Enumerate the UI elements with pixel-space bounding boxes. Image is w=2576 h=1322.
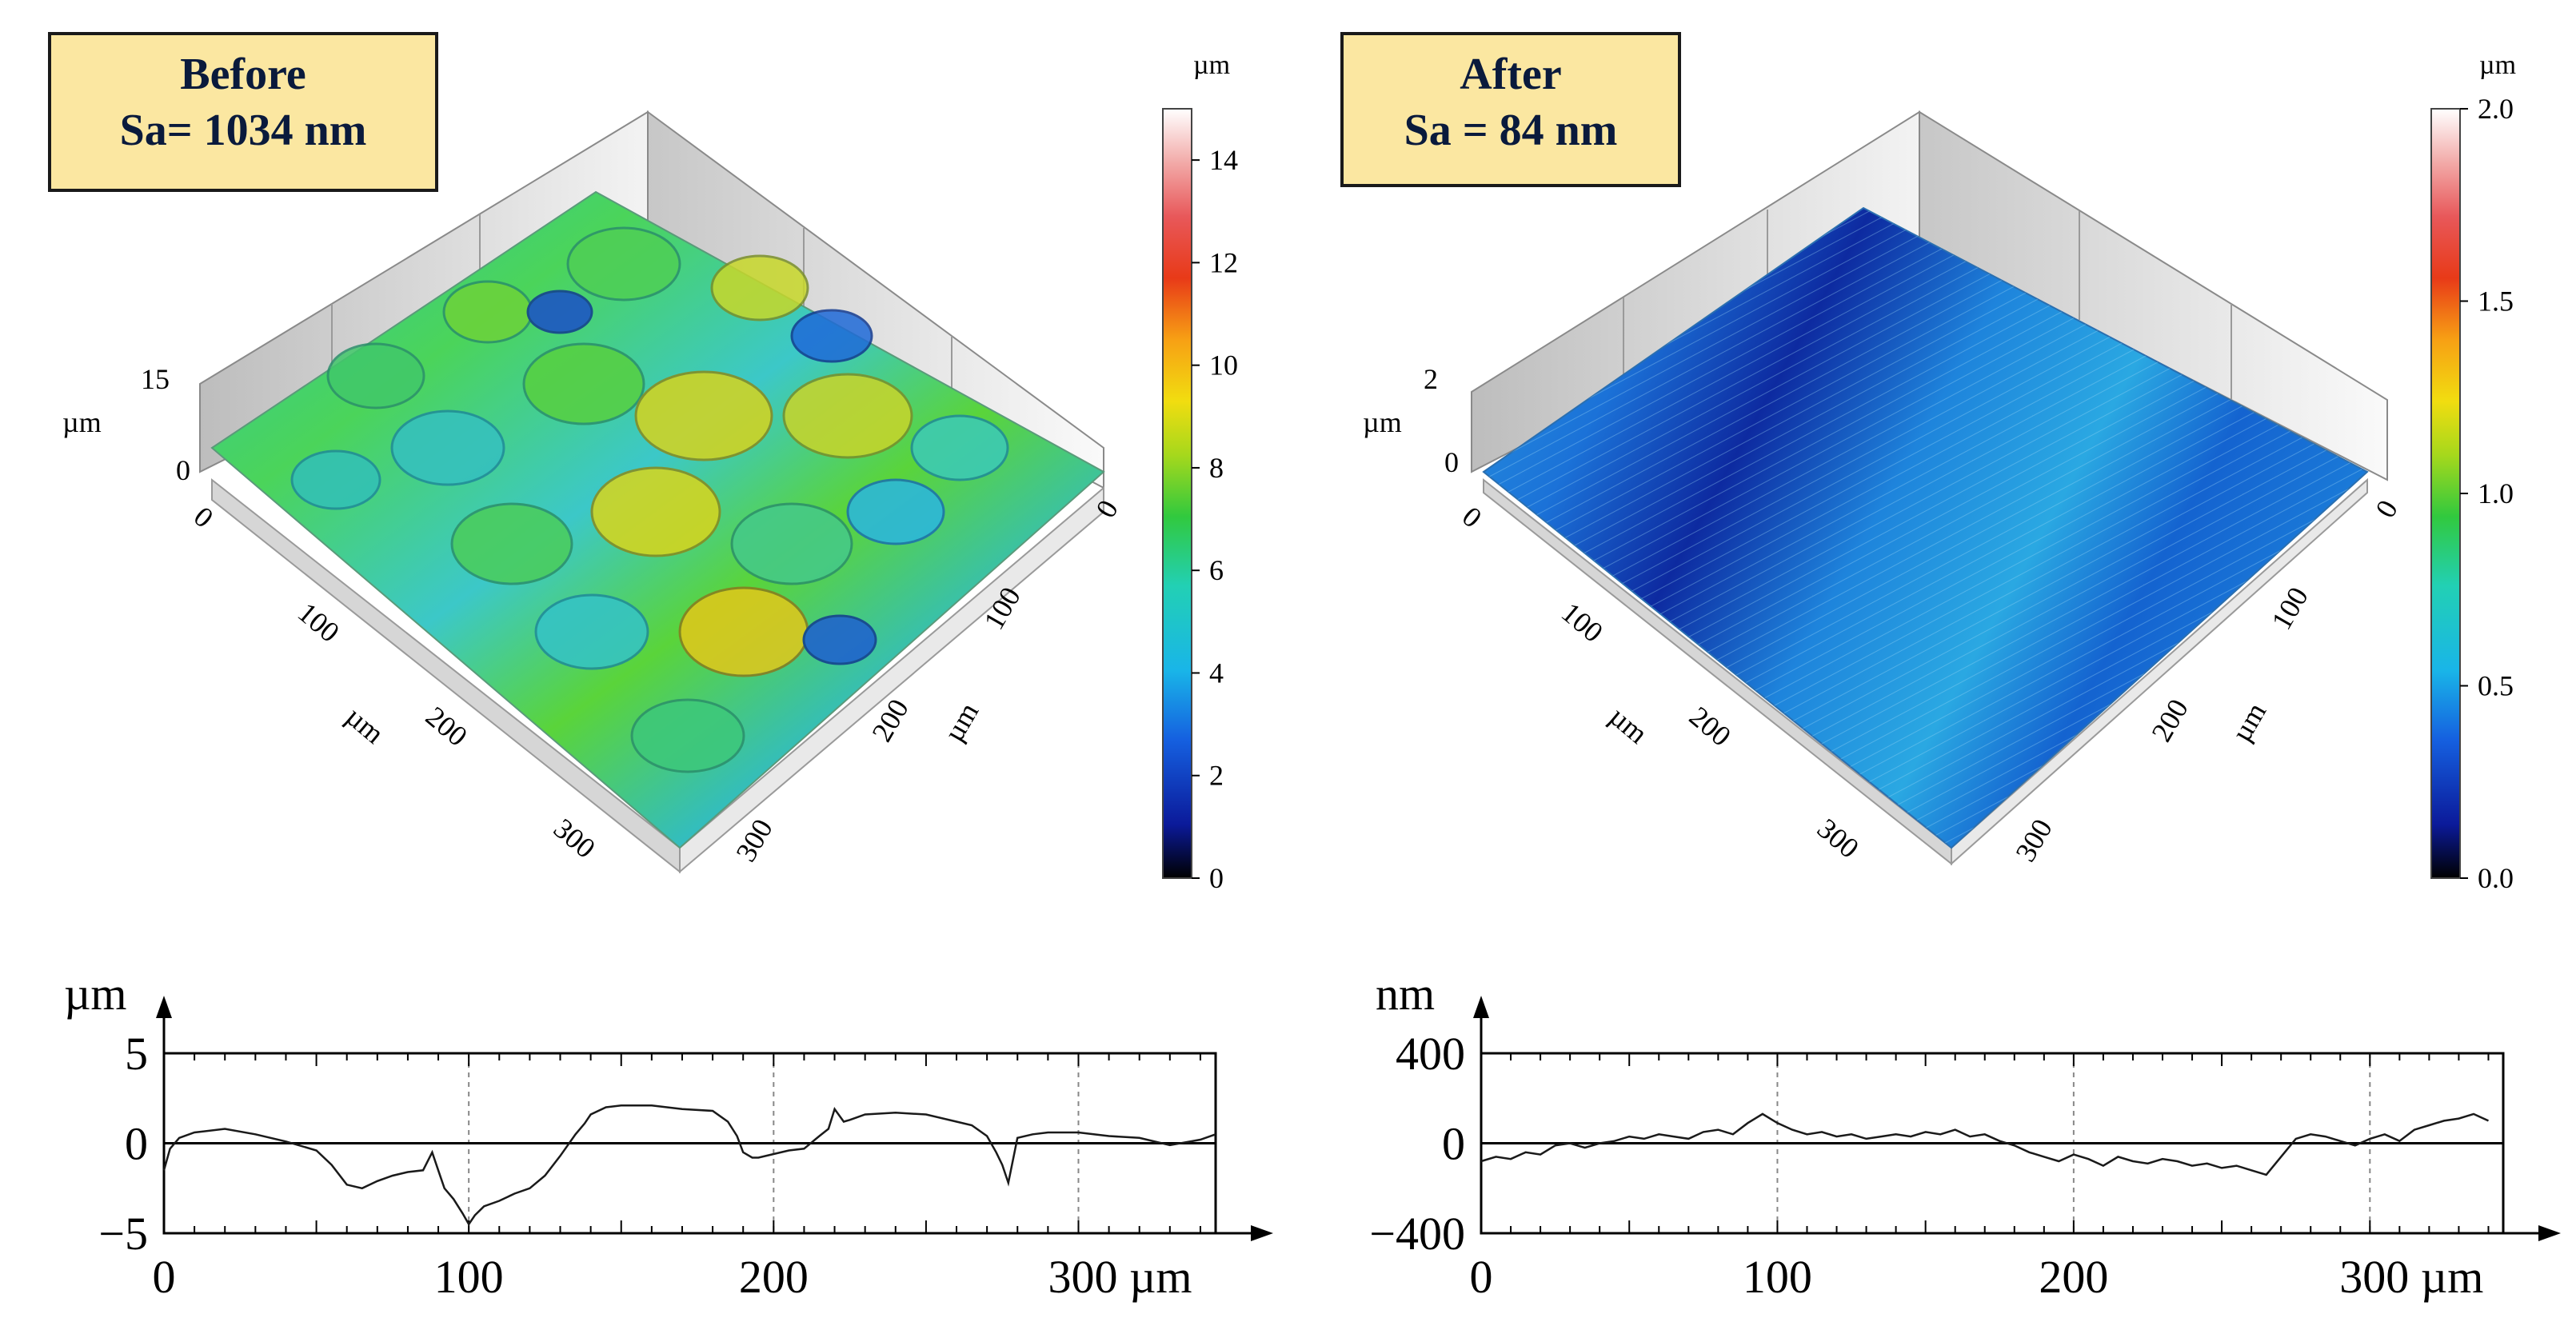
after-y-tick-300: 300 [2009, 813, 2059, 867]
after-colorbar-tick-label: 2.0 [2478, 93, 2514, 125]
before-profile-x-tick-label: 200 [739, 1251, 809, 1303]
after-profile-y-tick-label: 0 [1442, 1118, 1465, 1170]
after-colorbar-tick-label: 0.5 [2478, 670, 2514, 702]
after-label-box: After Sa = 84 nm [1340, 32, 1681, 187]
after-profile-y-arrow-head [1473, 996, 1489, 1018]
before-colorbar-tick-label: 10 [1209, 349, 1238, 381]
before-colorbar: µm 0 2 4 6 8 10 12 14 [1162, 50, 1238, 894]
after-profile-x-tick-label: 100 [1743, 1251, 1812, 1303]
before-surface-front-right [679, 485, 1104, 874]
before-profile-series-line [162, 1104, 1216, 1227]
after-y-tick-100: 100 [2265, 581, 2314, 635]
after-colorbar-gradient [2430, 108, 2461, 879]
after-profile-x-tick-label: 200 [2039, 1251, 2108, 1303]
after-x-tick-300: 300 [1811, 812, 1865, 864]
before-sa-value: Sa= 1034 nm [119, 106, 367, 155]
after-profile-series-line [1480, 1112, 2490, 1176]
before-title: Before [180, 50, 306, 99]
after-profile-x-tick-label: 300 µm [2339, 1251, 2483, 1303]
after-z-tick-top: 2 [1424, 363, 1438, 395]
after-z-tick-bottom: 0 [1444, 446, 1459, 478]
after-surface-texture [1484, 208, 2367, 848]
before-colorbar-tick-label: 2 [1209, 760, 1224, 792]
before-colorbar-tick-label: 4 [1209, 657, 1224, 689]
before-z-tick-bottom: 0 [176, 454, 190, 486]
after-profile-x-arrow-head [2538, 1225, 2561, 1241]
before-colorbar-gradient [1162, 108, 1192, 879]
before-colorbar-tick-label: 6 [1209, 554, 1224, 586]
after-profile-x-tick-label: 0 [1470, 1251, 1493, 1303]
after-z-unit: µm [1363, 406, 1402, 438]
after-colorbar-unit: µm [2479, 50, 2516, 80]
before-profile-y-tick-label: 5 [125, 1028, 148, 1080]
after-y-unit: µm [2225, 697, 2272, 747]
before-surface-plot [199, 110, 1105, 874]
before-x-tick-200: 200 [420, 700, 473, 752]
before-profile-x-tick-label: 0 [153, 1251, 176, 1303]
before-x-tick-100: 100 [292, 596, 345, 648]
before-profile-x-tick-label: 100 [434, 1251, 504, 1303]
before-colorbar-unit: µm [1193, 50, 1230, 80]
after-profile-y-tick-label: 400 [1396, 1028, 1465, 1080]
before-profile-y-unit: µm [64, 968, 127, 1020]
before-profile-y-tick-label: −5 [98, 1208, 148, 1260]
before-label-box: Before Sa= 1034 nm [48, 32, 438, 192]
after-x-tick-0: 0 [1456, 500, 1488, 533]
before-profile-x-tick-label: 300 µm [1048, 1251, 1192, 1303]
after-y-tick-0: 0 [2369, 494, 2404, 523]
after-surface-plot [1471, 110, 2388, 866]
before-colorbar-tick-label: 0 [1209, 862, 1224, 894]
after-x-unit: µm [1604, 700, 1654, 749]
after-title: After [1460, 50, 1562, 99]
before-x-tick-0: 0 [188, 500, 220, 533]
before-colorbar-tick-label: 14 [1209, 144, 1238, 176]
before-y-unit: µm [937, 697, 984, 747]
after-x-tick-100: 100 [1556, 596, 1609, 648]
after-y-tick-200: 200 [2145, 693, 2195, 747]
after-surface-front-right [1951, 477, 2368, 866]
before-colorbar-tick-label: 12 [1209, 246, 1238, 278]
after-colorbar-tick-label: 0.0 [2478, 862, 2514, 894]
before-colorbar-tick-label: 8 [1209, 452, 1224, 484]
before-x-unit: µm [340, 700, 390, 749]
after-sa-value: Sa = 84 nm [1404, 106, 1618, 155]
after-x-tick-200: 200 [1683, 700, 1737, 752]
before-x-tick-300: 300 [548, 812, 601, 864]
before-z-unit: µm [62, 406, 102, 438]
before-z-tick-top: 15 [141, 363, 170, 395]
after-colorbar-tick-label: 1.5 [2478, 286, 2514, 318]
before-profile-y-tick-label: 0 [125, 1118, 148, 1170]
before-grain-cells [290, 226, 1009, 773]
before-profile-x-arrow-head [1251, 1225, 1273, 1241]
before-profile-y-arrow-head [156, 996, 172, 1018]
after-colorbar-tick-label: 1.0 [2478, 477, 2514, 509]
after-profile-y-tick-label: −400 [1369, 1208, 1465, 1260]
after-profile-y-unit: nm [1376, 968, 1435, 1020]
after-colorbar: µm 0.0 0.5 1.0 1.5 2.0 [2430, 50, 2516, 894]
